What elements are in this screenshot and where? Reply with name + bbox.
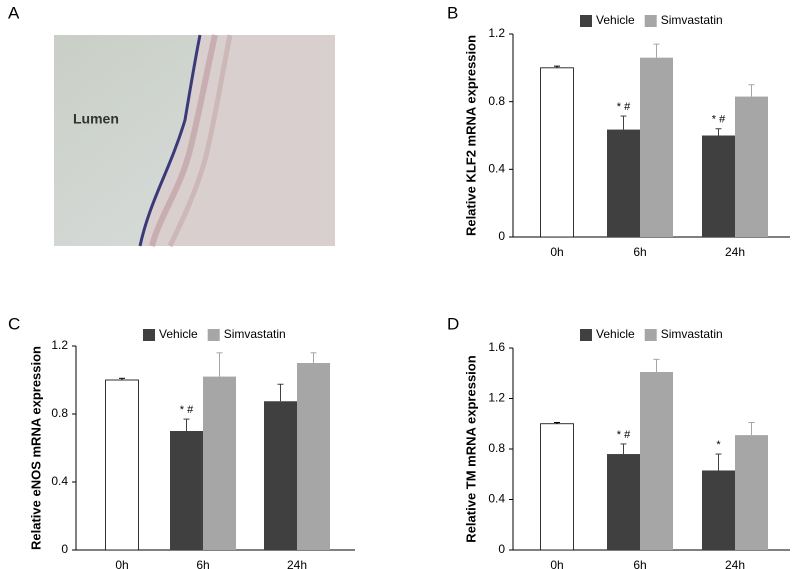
y-tick-label: 0.8 bbox=[488, 94, 505, 108]
x-tick-label: 6h bbox=[196, 558, 209, 569]
bar bbox=[607, 454, 640, 550]
legend-label: Simvastatin bbox=[661, 327, 723, 341]
legend-swatch bbox=[143, 329, 155, 341]
tissue bbox=[140, 35, 335, 246]
y-axis-label: Relative KLF2 mRNA expression bbox=[463, 35, 478, 236]
bar bbox=[540, 67, 574, 238]
y-tick-label: 1.2 bbox=[488, 26, 505, 40]
legend-swatch bbox=[580, 15, 592, 27]
significance-mark: * # bbox=[712, 114, 726, 126]
tissue-fibers bbox=[149, 34, 218, 247]
bar bbox=[264, 401, 297, 550]
legend-label: Vehicle bbox=[596, 327, 635, 341]
y-tick-label: 1.2 bbox=[51, 338, 68, 352]
bar bbox=[640, 57, 673, 237]
panel-letter: C bbox=[8, 314, 20, 333]
significance-mark: * bbox=[716, 439, 721, 451]
bar bbox=[735, 435, 768, 550]
y-tick-label: 0.4 bbox=[488, 492, 505, 506]
legend-label: Vehicle bbox=[596, 13, 635, 27]
bar bbox=[105, 379, 139, 551]
panel-letter: B bbox=[447, 3, 458, 22]
y-tick-label: 1.6 bbox=[488, 340, 505, 354]
x-tick-label: 6h bbox=[633, 245, 646, 259]
y-tick-label: 1.2 bbox=[488, 391, 505, 405]
image-panel: A Lumen bbox=[8, 3, 335, 248]
image-label: Lumen bbox=[73, 111, 119, 127]
legend-label: Vehicle bbox=[159, 327, 198, 341]
bar bbox=[702, 135, 735, 237]
y-tick-label: 0.4 bbox=[51, 474, 68, 488]
x-tick-label: 6h bbox=[633, 558, 646, 569]
y-tick-label: 0 bbox=[61, 542, 68, 556]
y-tick-label: 0 bbox=[498, 229, 505, 243]
y-tick-label: 0.8 bbox=[488, 441, 505, 455]
y-axis-label: Relative eNOS mRNA expression bbox=[28, 346, 43, 550]
x-tick-label: 0h bbox=[550, 245, 563, 259]
bar bbox=[640, 371, 673, 550]
x-tick-label: 24h bbox=[725, 245, 745, 259]
x-tick-label: 0h bbox=[115, 558, 128, 569]
significance-mark: * # bbox=[180, 404, 194, 416]
chart-panel: C Relative eNOS mRNA expression 0 0.4 0.8 1.2… bbox=[8, 314, 355, 569]
bar bbox=[702, 470, 735, 550]
chart-panel: D Relative TM mRNA expression 0 0.4 0.8 1.2 1.… bbox=[447, 314, 790, 569]
y-tick-label: 0 bbox=[498, 542, 505, 556]
x-tick-label: 24h bbox=[725, 558, 745, 569]
panel-letter: A bbox=[8, 3, 20, 22]
legend-swatch bbox=[580, 329, 592, 341]
bar bbox=[607, 129, 640, 237]
significance-mark: * # bbox=[617, 429, 631, 441]
x-tick-label: 0h bbox=[550, 558, 563, 569]
legend-label: Simvastatin bbox=[661, 13, 723, 27]
endothelium bbox=[138, 34, 202, 247]
chart-panel: B Relative KLF2 mRNA expression 0 0.4 0.8 1.2… bbox=[447, 3, 790, 259]
legend-swatch bbox=[644, 15, 657, 27]
bar bbox=[297, 363, 330, 550]
bar bbox=[735, 96, 768, 237]
y-tick-label: 0.8 bbox=[51, 406, 68, 420]
legend-swatch bbox=[207, 329, 220, 341]
panel-letter: D bbox=[447, 314, 459, 333]
y-axis-label: Relative TM mRNA expression bbox=[463, 355, 478, 542]
bar bbox=[170, 431, 203, 550]
significance-mark: * # bbox=[617, 101, 631, 113]
bar bbox=[203, 376, 236, 550]
x-tick-label: 24h bbox=[287, 558, 307, 569]
bar bbox=[540, 423, 574, 551]
tissue-fibers bbox=[167, 34, 233, 248]
legend-label: Simvastatin bbox=[224, 327, 286, 341]
legend-swatch bbox=[644, 329, 657, 341]
y-tick-label: 0.4 bbox=[488, 162, 505, 176]
